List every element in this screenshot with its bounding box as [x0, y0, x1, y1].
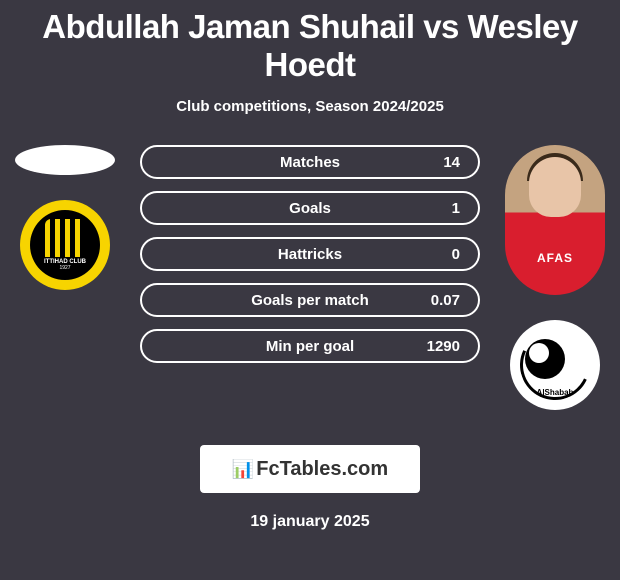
stat-row-goals: Goals 1 [140, 191, 480, 225]
source-logo-text: FcTables.com [256, 458, 388, 481]
club-left-stripes [45, 219, 85, 257]
stat-label: Matches [142, 154, 478, 171]
stat-label: Goals per match [142, 292, 478, 309]
stat-right-value: 1 [452, 200, 460, 217]
stat-right-value: 14 [443, 154, 460, 171]
player-right-avatar: AFAS [505, 145, 605, 295]
chart-icon: 📊 [232, 459, 252, 480]
stat-label: Hattricks [142, 246, 478, 263]
source-logo-box: 📊 FcTables.com [200, 445, 420, 493]
date-text: 19 january 2025 [0, 513, 620, 531]
club-right-name: AlShabab [515, 388, 595, 397]
club-badge-right: AlShabab [510, 320, 600, 410]
club-right-ball [525, 339, 565, 379]
page-title: Abdullah Jaman Shuhail vs Wesley Hoedt [0, 0, 620, 84]
club-right-inner: AlShabab [515, 325, 595, 405]
player-left-avatar-placeholder [15, 145, 115, 175]
stat-right-value: 1290 [427, 338, 460, 355]
club-left-year: 1927 [59, 265, 70, 271]
stat-right-value: 0.07 [431, 292, 460, 309]
club-left-inner: ITTIHAD CLUB 1927 [30, 210, 100, 280]
player-left-column: ITTIHAD CLUB 1927 [10, 145, 120, 290]
avatar-head [529, 157, 581, 217]
stat-row-matches: Matches 14 [140, 145, 480, 179]
club-badge-left: ITTIHAD CLUB 1927 [20, 200, 110, 290]
subtitle: Club competitions, Season 2024/2025 [0, 98, 620, 115]
stat-right-value: 0 [452, 246, 460, 263]
comparison-content: ITTIHAD CLUB 1927 Matches 14 Goals 1 Hat… [0, 145, 620, 405]
jersey-sponsor-text: AFAS [505, 251, 605, 265]
stats-list: Matches 14 Goals 1 Hattricks 0 Goals per… [140, 145, 480, 375]
source-logo: 📊 FcTables.com [232, 458, 388, 481]
player-right-column: AFAS AlShabab [500, 145, 610, 410]
stat-row-min-per-goal: Min per goal 1290 [140, 329, 480, 363]
stat-row-hattricks: Hattricks 0 [140, 237, 480, 271]
stat-label: Goals [142, 200, 478, 217]
stat-row-goals-per-match: Goals per match 0.07 [140, 283, 480, 317]
